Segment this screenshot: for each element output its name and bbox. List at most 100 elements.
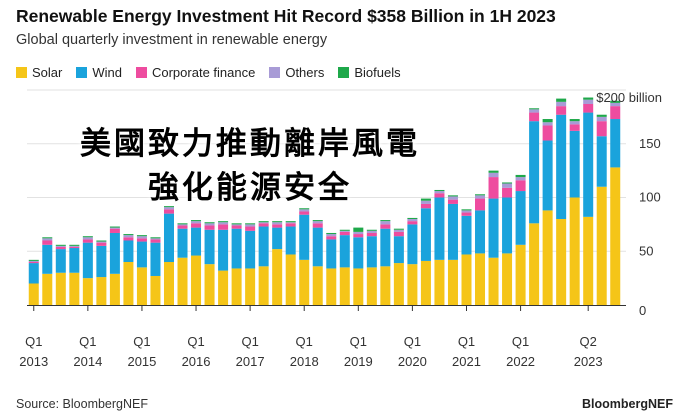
bar-biofuels-17 [258, 221, 269, 223]
bar-wind-28 [407, 224, 418, 265]
bar-corporate-finance-3 [69, 246, 80, 249]
bar-wind-31 [447, 203, 458, 260]
bar-biofuels-22 [326, 232, 337, 235]
bar-corporate-finance-5 [96, 242, 107, 246]
bar-corporate-finance-7 [123, 237, 134, 241]
y-tick-label-200: $200 billion [596, 90, 662, 105]
bar-biofuels-15 [231, 223, 242, 225]
bar-solar-26 [380, 266, 391, 305]
bar-others-3 [69, 245, 80, 247]
bar-solar-29 [420, 260, 431, 305]
bar-corporate-finance-34 [488, 177, 499, 199]
bar-corporate-finance-26 [380, 224, 391, 229]
bar-corporate-finance-33 [475, 198, 486, 211]
bar-biofuels-36 [515, 174, 526, 178]
bar-biofuels-33 [475, 194, 486, 196]
bar-solar-7 [123, 262, 134, 305]
bar-others-26 [380, 221, 391, 225]
bar-biofuels-3 [69, 244, 80, 246]
bar-corporate-finance-12 [191, 223, 202, 228]
bar-wind-13 [204, 229, 215, 265]
bar-wind-22 [326, 239, 337, 269]
bar-solar-11 [177, 257, 188, 305]
bar-biofuels-31 [447, 195, 458, 197]
bar-corporate-finance-14 [218, 224, 229, 230]
bar-wind-11 [177, 228, 188, 258]
bar-wind-38 [542, 140, 553, 211]
bar-biofuels-9 [150, 237, 161, 239]
bar-biofuels-18 [272, 221, 283, 223]
x-tick-year-2020: 2020 [398, 354, 427, 369]
bar-biofuels-37 [529, 108, 540, 110]
bar-others-25 [366, 230, 377, 233]
bar-biofuels-29 [420, 198, 431, 201]
bar-wind-32 [461, 215, 472, 255]
bar-biofuels-14 [218, 221, 229, 223]
bar-wind-15 [231, 228, 242, 269]
bar-others-40 [569, 121, 580, 125]
legend: Solar Wind Corporate finance Others Biof… [16, 63, 415, 81]
bar-wind-35 [502, 197, 513, 254]
bar-others-11 [177, 224, 188, 226]
bar-others-30 [434, 191, 445, 194]
bar-wind-14 [218, 229, 229, 271]
x-tick-quarter-2016: Q1 [187, 334, 204, 349]
bar-wind-1 [42, 244, 53, 274]
bar-solar-35 [502, 253, 513, 305]
bar-others-33 [475, 195, 486, 199]
bar-corporate-finance-40 [569, 124, 580, 131]
bar-others-10 [163, 207, 174, 210]
bar-solar-30 [434, 259, 445, 305]
bar-others-24 [353, 231, 364, 235]
bar-corporate-finance-9 [150, 239, 161, 243]
bar-wind-19 [285, 226, 296, 255]
bar-solar-19 [285, 254, 296, 305]
bar-solar-38 [542, 210, 553, 305]
bar-biofuels-0 [28, 259, 39, 261]
x-tick-quarter-2013: Q1 [25, 334, 42, 349]
bar-others-28 [407, 219, 418, 222]
bar-corporate-finance-20 [299, 211, 310, 215]
legend-swatch-corporate-finance [135, 66, 147, 78]
bar-corporate-finance-39 [556, 106, 567, 115]
bar-solar-4 [82, 278, 93, 306]
x-tick-year-2019: 2019 [344, 354, 373, 369]
bar-solar-8 [136, 267, 147, 306]
x-tick-year-2023: 2023 [574, 354, 603, 369]
legend-label-solar: Solar [32, 64, 63, 80]
bar-wind-29 [420, 208, 431, 261]
bar-wind-37 [529, 121, 540, 224]
bar-others-20 [299, 209, 310, 212]
bar-solar-32 [461, 254, 472, 305]
bar-solar-25 [366, 267, 377, 306]
bar-biofuels-43 [610, 100, 621, 103]
bar-corporate-finance-11 [177, 225, 188, 229]
bar-corporate-finance-10 [163, 209, 174, 214]
bar-solar-9 [150, 275, 161, 305]
legend-item-others: Others [269, 65, 324, 80]
legend-label-wind: Wind [92, 64, 122, 80]
bar-wind-3 [69, 248, 80, 273]
bar-biofuels-27 [393, 228, 404, 230]
bar-corporate-finance-43 [610, 106, 621, 120]
x-tick-quarter-2023: Q2 [580, 334, 597, 349]
bar-corporate-finance-38 [542, 125, 553, 141]
bar-corporate-finance-23 [339, 231, 350, 236]
bar-corporate-finance-16 [245, 226, 256, 231]
bar-solar-23 [339, 267, 350, 306]
bar-biofuels-21 [312, 220, 323, 222]
y-tick-label-150: 150 [639, 136, 661, 151]
x-tick-quarter-2015: Q1 [133, 334, 150, 349]
legend-swatch-others [269, 66, 281, 78]
bar-others-35 [502, 183, 513, 188]
y-tick-label-100: 100 [639, 190, 661, 205]
bar-solar-18 [272, 249, 283, 305]
bar-others-32 [461, 210, 472, 213]
bar-biofuels-8 [136, 235, 147, 237]
x-tick-quarter-2017: Q1 [241, 334, 258, 349]
bar-others-5 [96, 241, 107, 243]
bar-corporate-finance-21 [312, 223, 323, 228]
x-tick-year-2017: 2017 [236, 354, 265, 369]
bar-biofuels-16 [245, 223, 256, 225]
